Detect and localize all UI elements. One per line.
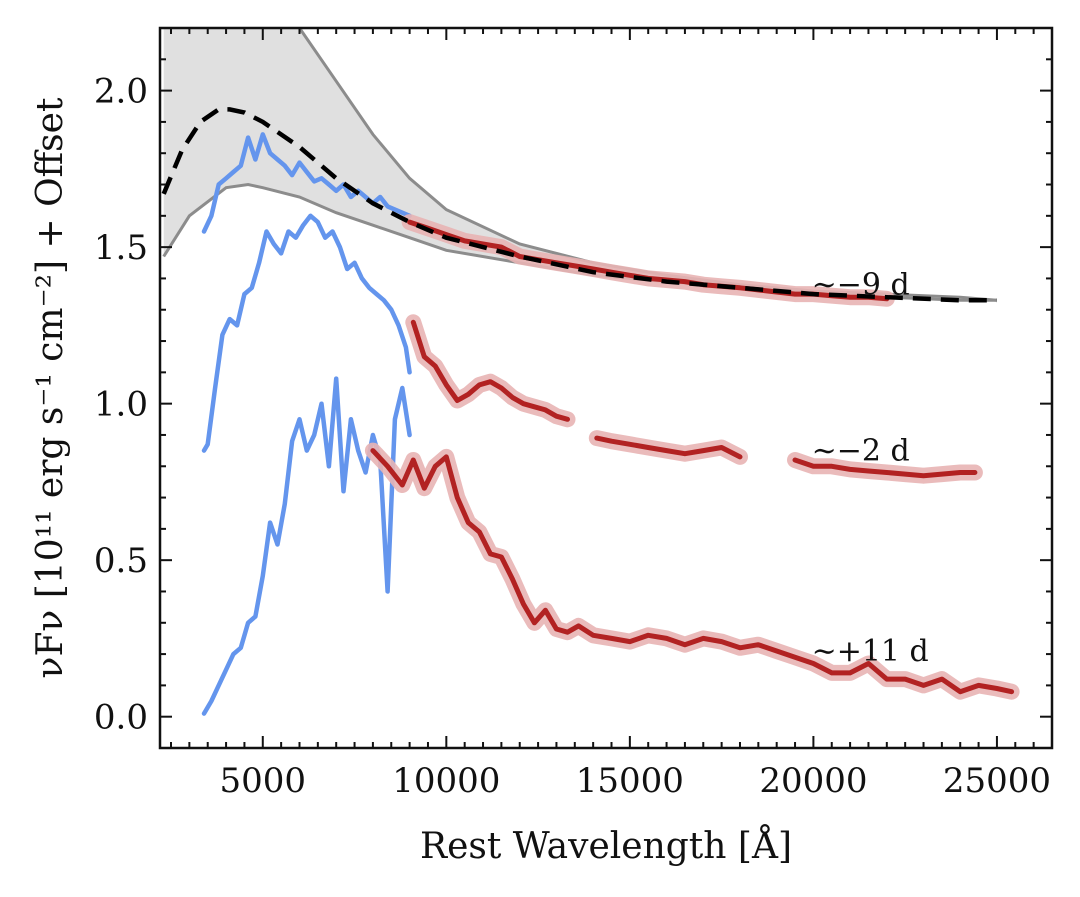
- y-tick-labels: 0.0 0.5 1.0 1.5 2.0: [94, 72, 148, 738]
- series-7-nir-line: [370, 448, 1015, 695]
- phase-label-minus9: ∼−9 d: [812, 268, 910, 303]
- x-tick-label: 25000: [943, 761, 1051, 801]
- y-tick-label: 0.0: [94, 698, 148, 738]
- series-0-optical-line: [201, 132, 412, 234]
- x-axis-label: Rest Wavelength [Å]: [420, 825, 792, 867]
- plot-frame: [158, 26, 1054, 750]
- x-tick-label: 10000: [392, 761, 500, 801]
- series-5-nir-line: [792, 457, 978, 479]
- x-tick-label: 15000: [576, 761, 684, 801]
- y-tick-label: 0.5: [94, 541, 148, 581]
- series-6-optical-line: [201, 376, 412, 716]
- y-axis-label: νFν [10¹¹ erg s⁻¹ cm⁻²] + Offset: [30, 97, 71, 678]
- x-tick-label: 5000: [220, 761, 307, 801]
- x-tick-label: 20000: [759, 761, 867, 801]
- y-tick-label: 2.0: [94, 72, 148, 112]
- series-3-nir-line: [410, 319, 570, 422]
- spectra-series: [201, 132, 1020, 716]
- axis-ticks: [160, 27, 1052, 749]
- model-curve: [161, 107, 997, 303]
- x-tick-labels: 5000 10000 15000 20000 25000: [220, 761, 1052, 801]
- series-4-nir-line: [594, 435, 743, 460]
- phase-label-minus2: ∼−2 d: [812, 434, 910, 469]
- model-curve-group: [161, 107, 997, 303]
- series-2-optical-line: [201, 213, 412, 453]
- model-envelope: [162, 28, 998, 302]
- y-tick-label: 1.0: [94, 385, 148, 425]
- phase-label-plus11: ∼+11 d: [812, 634, 929, 669]
- y-tick-label: 1.5: [94, 228, 148, 268]
- envelope-fill: [163, 28, 997, 301]
- phase-labels: ∼−9 d ∼−2 d ∼+11 d: [812, 268, 929, 669]
